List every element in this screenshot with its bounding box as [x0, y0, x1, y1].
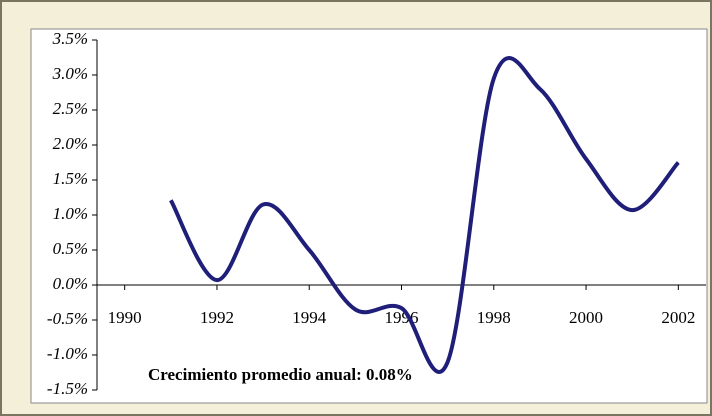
y-tick-label: -0.5% [47, 309, 88, 328]
y-tick-label: 3.5% [52, 29, 88, 48]
line [169, 56, 680, 374]
y-tick-label: 1.0% [53, 204, 88, 223]
chart-area [30, 28, 708, 404]
y-tick-label: 2.5% [53, 99, 88, 118]
y-tick-label: -1.5% [47, 379, 88, 398]
x-tick-label: 2002 [661, 308, 695, 327]
y-tick-label: 2.0% [53, 134, 88, 153]
x-tick-label: 1994 [292, 308, 327, 327]
x-tick-label: 1998 [477, 308, 511, 327]
y-tick-label: -1.0% [47, 344, 88, 363]
x-tick-label: 2000 [569, 308, 603, 327]
annotation: Crecimiento promedio anual: 0.08% [148, 365, 413, 384]
x-tick-label: 1992 [200, 308, 234, 327]
y-tick-label: 1.5% [53, 169, 88, 188]
y-tick-label: 3.0% [52, 64, 88, 83]
y-tick-label: 0.5% [53, 239, 88, 258]
x-tick-label: 1990 [108, 308, 142, 327]
y-tick-label: 0.0% [53, 274, 88, 293]
